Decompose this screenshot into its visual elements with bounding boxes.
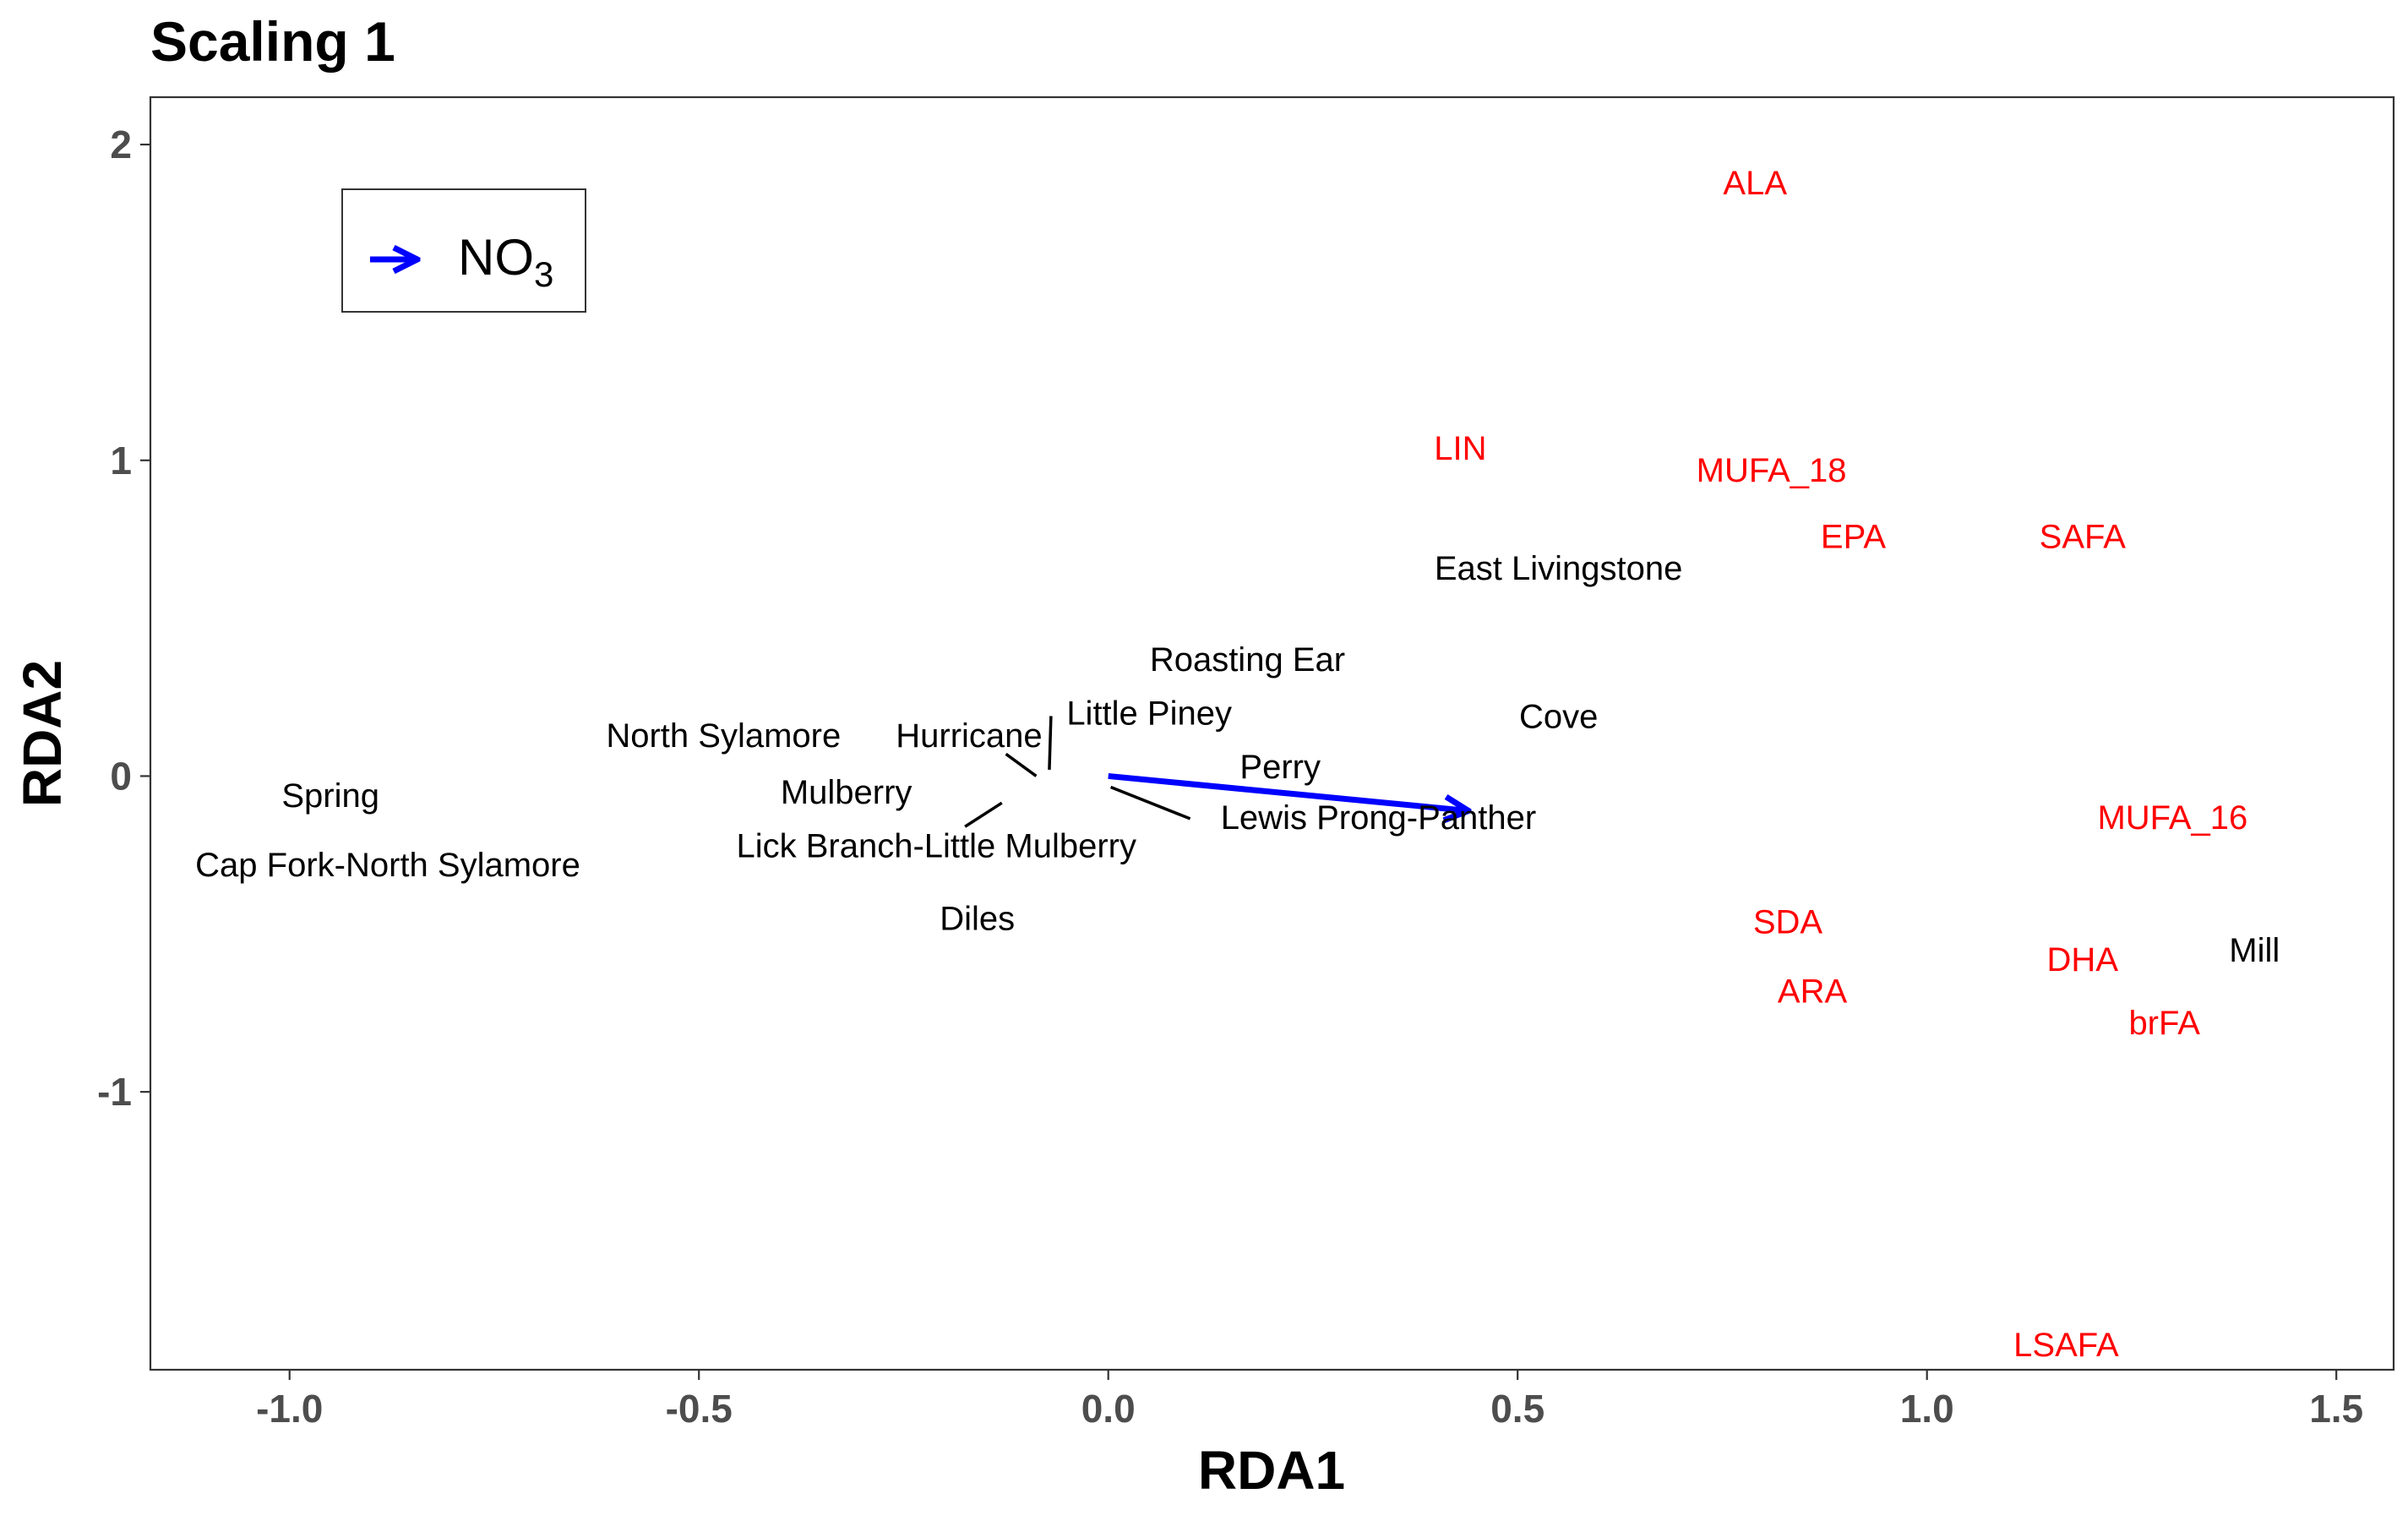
x-tick-label: -0.5 <box>666 1387 733 1431</box>
label-leader-line <box>1005 752 1038 777</box>
label-leader-line <box>964 801 1003 828</box>
x-axis-title: RDA1 <box>1198 1440 1345 1501</box>
site-labels: Spring Cap Fork-North Sylamore North Sylam… <box>195 550 2280 969</box>
x-tick-label: 1.0 <box>1900 1387 1954 1431</box>
legend-label-main: NO <box>458 229 534 286</box>
x-tick-label: -1.0 <box>256 1387 323 1431</box>
plot-panel-border <box>149 95 2395 1371</box>
site-label: Cap Fork-North Sylamore <box>195 847 580 884</box>
legend-box <box>341 188 586 313</box>
site-label: Diles <box>940 901 1015 938</box>
site-label: East Livingstone <box>1435 550 1683 587</box>
label-leader-line <box>1109 785 1191 820</box>
site-label: Spring <box>281 777 379 815</box>
y-tick-label: 2 <box>110 123 132 166</box>
species-label: MUFA_16 <box>2097 799 2247 837</box>
site-label: Hurricane <box>896 717 1042 755</box>
chart-title: Scaling 1 <box>150 10 395 73</box>
y-tick-label: 1 <box>110 439 132 482</box>
site-label: Little Piney <box>1066 695 1232 733</box>
site-label: Lewis Prong-Panther <box>1221 799 1537 837</box>
axes: -1.0 -0.5 0.0 0.5 1.0 1.5 -1 0 1 2 <box>97 123 2363 1431</box>
site-label: Mulberry <box>781 774 913 811</box>
x-tick-label: 1.5 <box>2309 1387 2363 1431</box>
species-label: EPA <box>1821 518 1886 555</box>
x-tick-label: 0.5 <box>1490 1387 1544 1431</box>
species-label: brFA <box>2128 1005 2200 1042</box>
environmental-arrows <box>1108 772 1468 810</box>
species-label: MUFA_18 <box>1697 452 1847 489</box>
site-label: Roasting Ear <box>1150 641 1345 679</box>
species-label: ARA <box>1778 973 1848 1011</box>
site-label: Lick Branch-Little Mulberry <box>736 828 1136 865</box>
legend: NO3 <box>341 188 586 313</box>
y-tick-label: -1 <box>97 1070 132 1114</box>
x-tick-label: 0.0 <box>1081 1387 1136 1431</box>
site-label: Cove <box>1519 698 1598 735</box>
species-label: LSAFA <box>2013 1327 2119 1364</box>
label-leader-line <box>1048 716 1053 771</box>
site-label: North Sylamore <box>606 717 841 755</box>
species-label: LIN <box>1434 430 1486 467</box>
y-tick-label: 0 <box>110 754 132 798</box>
species-labels: ALA LIN MUFA_18 EPA SAFA MUFA_16 SDA DHA ARA brFA… <box>1434 165 2247 1364</box>
species-label: DHA <box>2047 941 2119 979</box>
no3-arrow <box>1108 772 1468 810</box>
species-label: SDA <box>1753 903 1823 940</box>
site-label: Perry <box>1239 749 1321 786</box>
label-leader-lines <box>964 716 1191 828</box>
y-axis-title: RDA2 <box>12 660 73 807</box>
species-label: ALA <box>1723 165 1787 202</box>
legend-label-subscript: 3 <box>534 254 553 294</box>
site-label: Mill <box>2229 932 2280 969</box>
species-label: SAFA <box>2040 518 2127 555</box>
legend-label: NO3 <box>458 229 553 294</box>
